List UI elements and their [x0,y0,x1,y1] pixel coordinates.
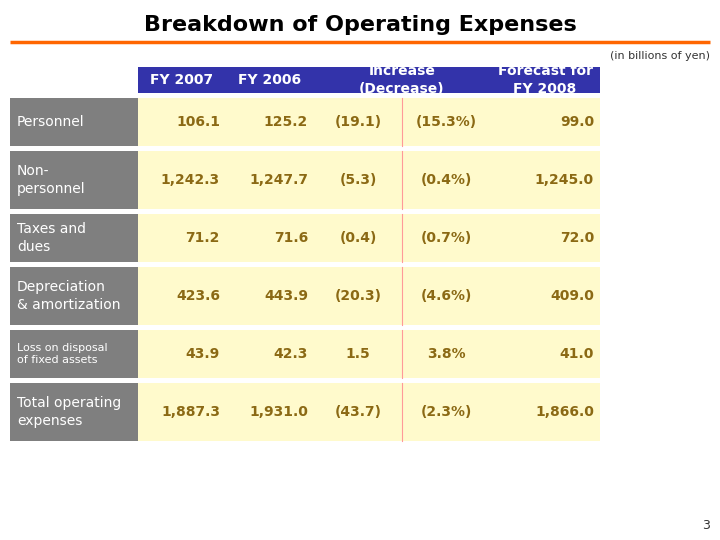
Text: (0.7%): (0.7%) [420,231,472,245]
Text: (in billions of yen): (in billions of yen) [610,51,710,61]
Text: Forecast for
FY 2008: Forecast for FY 2008 [498,64,593,96]
Text: 106.1: 106.1 [176,115,220,129]
Text: 1.5: 1.5 [346,347,370,361]
Bar [402,267,490,325]
Bar [226,214,314,262]
Text: Personnel: Personnel [17,115,85,129]
Bar [226,151,314,209]
Bar [314,267,402,325]
Bar [10,214,138,262]
Bar [490,151,600,209]
Text: 443.9: 443.9 [264,289,308,303]
Text: Depreciation
& amortization: Depreciation & amortization [17,280,120,312]
Text: 125.2: 125.2 [264,115,308,129]
Bar [402,98,490,146]
Bar [10,383,138,441]
Text: Breakdown of Operating Expenses: Breakdown of Operating Expenses [143,15,577,35]
Bar [226,267,314,325]
Bar [226,67,314,93]
Bar [226,330,314,378]
Text: 99.0: 99.0 [560,115,594,129]
Bar [402,214,490,262]
Text: 409.0: 409.0 [550,289,594,303]
Bar [10,267,138,325]
Bar [402,383,490,441]
Text: 1,247.7: 1,247.7 [249,173,308,187]
Text: Total operating
expenses: Total operating expenses [17,396,121,428]
Text: 1,866.0: 1,866.0 [535,405,594,419]
Text: 3.8%: 3.8% [427,347,465,361]
Text: 71.2: 71.2 [186,231,220,245]
Bar [138,151,226,209]
Text: Taxes and
dues: Taxes and dues [17,222,86,254]
Bar [138,383,226,441]
Bar [138,330,226,378]
Bar [226,383,314,441]
Text: (5.3): (5.3) [339,173,377,187]
Bar [10,151,138,209]
Bar [314,67,490,93]
Bar [138,214,226,262]
Text: (43.7): (43.7) [335,405,382,419]
Text: 1,887.3: 1,887.3 [161,405,220,419]
Bar [314,98,402,146]
Bar [314,151,402,209]
Text: 41.0: 41.0 [559,347,594,361]
Text: FY 2006: FY 2006 [238,73,302,87]
Bar [402,330,490,378]
Bar [10,330,138,378]
Bar [138,267,226,325]
Bar [138,98,226,146]
Bar [138,67,226,93]
Text: 1,245.0: 1,245.0 [535,173,594,187]
Text: 42.3: 42.3 [274,347,308,361]
Bar [314,383,402,441]
Bar [490,98,600,146]
Text: 1,931.0: 1,931.0 [249,405,308,419]
Text: (15.3%): (15.3%) [415,115,477,129]
Text: Non-
personnel: Non- personnel [17,164,86,195]
Text: 423.6: 423.6 [176,289,220,303]
Bar [490,67,600,93]
Text: (0.4%): (0.4%) [420,173,472,187]
Bar [10,98,138,146]
Text: 1,242.3: 1,242.3 [161,173,220,187]
Text: (0.4): (0.4) [339,231,377,245]
Text: 71.6: 71.6 [274,231,308,245]
Text: 43.9: 43.9 [186,347,220,361]
Text: (4.6%): (4.6%) [420,289,472,303]
Text: 3: 3 [702,519,710,532]
Bar [314,214,402,262]
Bar [490,383,600,441]
Text: 72.0: 72.0 [559,231,594,245]
Text: FY 2007: FY 2007 [150,73,214,87]
Text: Loss on disposal
of fixed assets: Loss on disposal of fixed assets [17,343,107,365]
Bar [226,98,314,146]
Bar [402,151,490,209]
Bar [490,267,600,325]
Text: (19.1): (19.1) [334,115,382,129]
Text: Increase
(Decrease): Increase (Decrease) [359,64,445,96]
Bar [314,330,402,378]
Text: (2.3%): (2.3%) [420,405,472,419]
Bar [490,214,600,262]
Bar [490,330,600,378]
Text: (20.3): (20.3) [335,289,382,303]
